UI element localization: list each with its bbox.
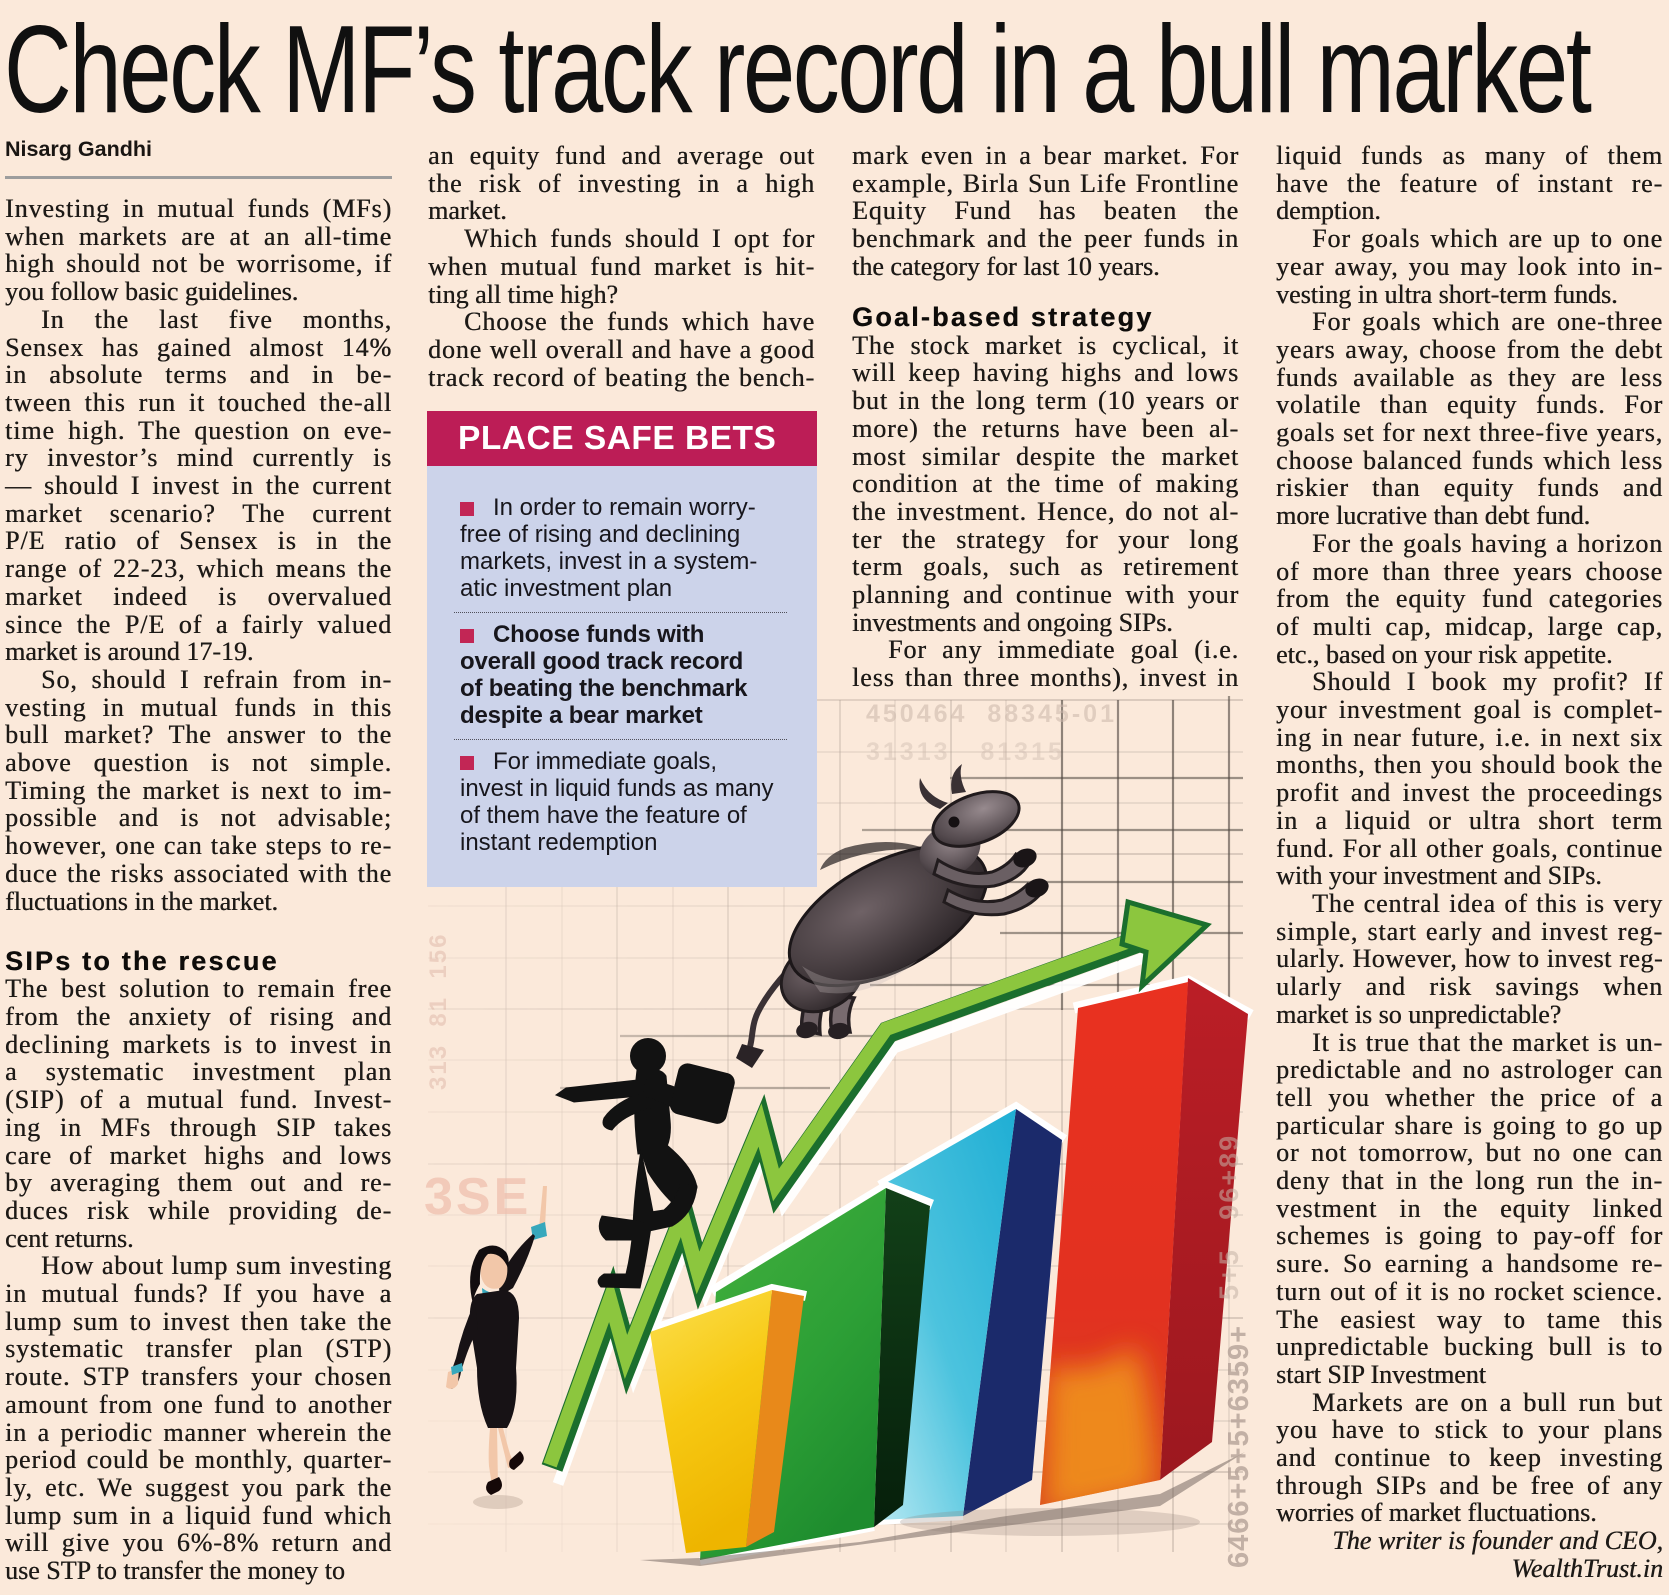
svg-text:3SE: 3SE: [424, 1168, 531, 1226]
svg-text:6466+5+5+6359+: 6466+5+5+6359+: [1223, 1325, 1255, 1568]
svg-text:5+5 96+89: 5+5 96+89: [1214, 1134, 1244, 1300]
svg-text:31313 81315: 31313 81315: [866, 738, 1065, 766]
svg-text:450464 88345-01: 450464 88345-01: [866, 700, 1117, 728]
svg-text:313 81 156: 313 81 156: [425, 933, 452, 1090]
